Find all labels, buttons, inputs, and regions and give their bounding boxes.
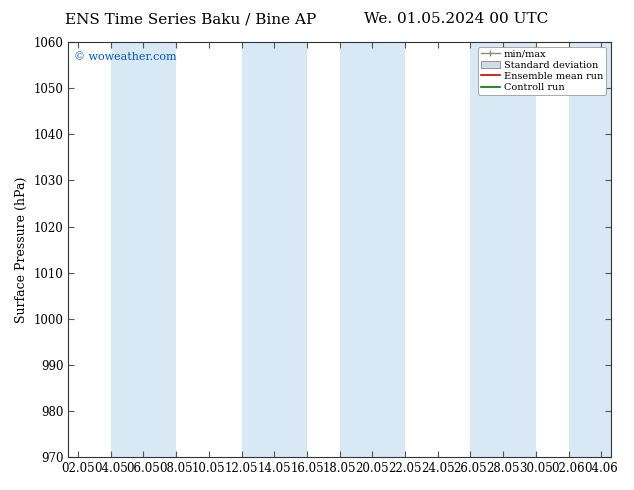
Text: ENS Time Series Baku / Bine AP: ENS Time Series Baku / Bine AP: [65, 12, 316, 26]
Legend: min/max, Standard deviation, Ensemble mean run, Controll run: min/max, Standard deviation, Ensemble me…: [478, 47, 606, 95]
Bar: [111, 42, 176, 457]
Y-axis label: Surface Pressure (hPa): Surface Pressure (hPa): [15, 176, 28, 323]
Text: We. 01.05.2024 00 UTC: We. 01.05.2024 00 UTC: [365, 12, 548, 26]
Bar: [242, 42, 307, 457]
Bar: [470, 42, 536, 457]
Bar: [569, 42, 634, 457]
Text: © woweather.com: © woweather.com: [74, 52, 176, 62]
Bar: [340, 42, 405, 457]
